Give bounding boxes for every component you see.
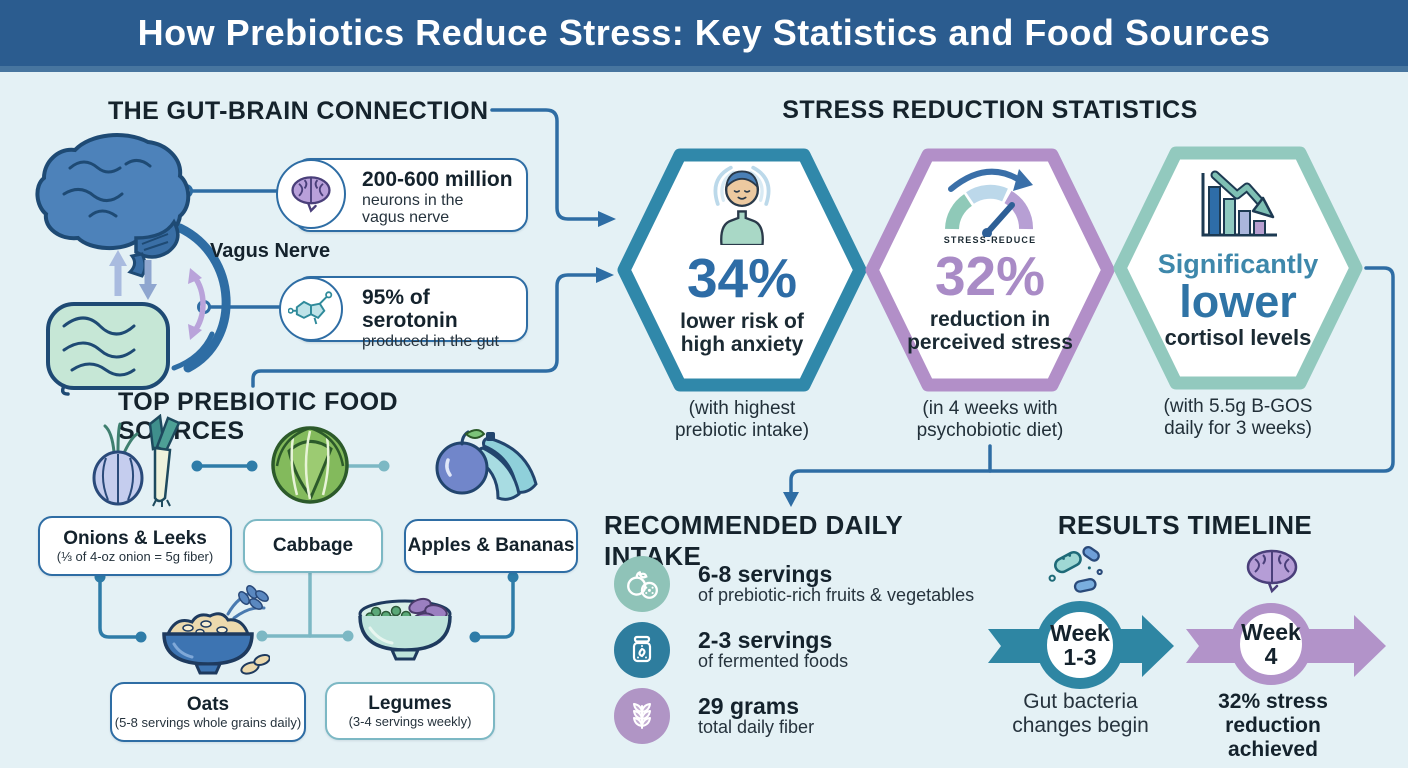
callout-value: 200-600 million — [362, 168, 513, 191]
food-name: Onions & Leeks — [63, 527, 207, 549]
stat-label: cortisol levels — [1164, 325, 1312, 351]
timeline-week-4: Week 4 — [1230, 603, 1312, 685]
timeline-caption-week-1-3: Gut bacteria changes begin — [1012, 690, 1149, 738]
falling-bars-chart-icon — [1201, 170, 1277, 237]
gauge-label: STRESS-REDUCE — [943, 235, 1037, 245]
gut-bacteria-icon — [1048, 545, 1103, 593]
cabbage-icon — [271, 426, 349, 504]
stat-label: reduction in perceived stress — [907, 308, 1073, 355]
stat-caption: (in 4 weeks with psychobiotic diet) — [916, 398, 1064, 441]
brain-icon — [291, 176, 331, 213]
fermented-jar-icon — [632, 635, 652, 663]
intake-desc: of prebiotic-rich fruits & vegetables — [698, 585, 975, 606]
food-label-onions-leeks: Onions & Leeks (⅓ of 4-oz onion = 5g fib… — [38, 516, 232, 576]
callout-desc: neurons in the vagus nerve — [362, 192, 464, 227]
intake-item-fiber: 29 grams total daily fiber — [614, 688, 1054, 744]
hexagon-frame — [865, 148, 1115, 392]
gut-icon — [46, 302, 170, 396]
brain-icon — [35, 133, 191, 278]
stat-value: 32% — [934, 245, 1046, 307]
stat-label: lower risk of high anxiety — [680, 310, 804, 357]
intake-value: 2-3 servings — [698, 627, 833, 654]
hexagon-frame — [617, 148, 867, 392]
serotonin-molecule-icon — [288, 291, 333, 325]
food-label-oats: Oats (5-8 servings whole grains daily) — [110, 682, 306, 742]
food-name: Legumes — [368, 692, 452, 714]
stat-value-top: Significantly — [1157, 249, 1319, 279]
header-banner: How Prebiotics Reduce Stress: Key Statis… — [0, 0, 1408, 72]
fruits-icon — [627, 571, 658, 599]
timeline-heading: RESULTS TIMELINE — [1057, 510, 1313, 540]
stat-value: 34% — [686, 247, 798, 309]
food-name: Oats — [186, 693, 230, 715]
timeline-week-1-3: Week 1-3 — [1036, 601, 1124, 689]
calm-person-icon — [713, 165, 771, 245]
intake-value: 29 grams — [698, 693, 800, 720]
callout-value: 95% of serotonin — [362, 286, 458, 333]
intake-desc: total daily fiber — [698, 717, 815, 738]
onion-leek-icon — [92, 414, 181, 507]
apple-banana-icon — [435, 429, 538, 501]
brain-gut-illustration — [35, 133, 231, 396]
foods-heading: TOP PREBIOTIC FOOD SOURCES — [118, 388, 398, 445]
food-label-apples-bananas: Apples & Bananas — [404, 519, 578, 573]
brain-icon — [1246, 549, 1298, 594]
stats-heading: STRESS REDUCTION STATISTICS — [782, 96, 1198, 124]
intake-value: 6-8 servings — [698, 561, 833, 588]
oats-bowl-icon — [162, 585, 270, 675]
page-title: How Prebiotics Reduce Stress: Key Statis… — [137, 12, 1271, 53]
food-detail: (5-8 servings whole grains daily) — [114, 714, 302, 730]
callout-icon-circle — [276, 159, 346, 229]
vagus-signal-arrow-icon — [188, 268, 206, 340]
hexagon-frame — [1113, 146, 1363, 390]
intake-item-fruits-veg: 6-8 servings of prebiotic-rich fruits & … — [614, 556, 1054, 612]
intake-icon-circle — [614, 688, 670, 744]
wheat-fiber-icon — [633, 703, 651, 729]
food-detail: (⅓ of 4-oz onion = 5g fiber) — [56, 548, 214, 564]
timeline-caption-week-4: 32% stress reduction achieved — [1218, 690, 1328, 762]
callout-icon-circle — [279, 277, 343, 341]
stat-caption: (with highest prebiotic intake) — [674, 398, 810, 441]
intake-icon-circle — [614, 622, 670, 678]
brain-gut-arrows-icon — [109, 250, 157, 300]
food-label-legumes: Legumes (3-4 servings weekly) — [325, 682, 495, 740]
stat-hex-perceived-stress: STRESS-REDUCE 32% reduction in perceived… — [865, 145, 1115, 395]
food-detail: (3-4 servings weekly) — [348, 713, 472, 729]
stat-caption: (with 5.5g B-GOS daily for 3 weeks) — [1163, 396, 1313, 439]
intake-item-fermented: 2-3 servings of fermented foods — [614, 622, 1054, 678]
stat-value-main: lower — [1179, 276, 1297, 327]
vagus-nerve-label: Vagus Nerve — [210, 240, 331, 262]
intake-desc: of fermented foods — [698, 651, 849, 672]
gut-brain-heading: THE GUT-BRAIN CONNECTION — [108, 97, 489, 125]
food-name: Apples & Bananas — [407, 535, 575, 557]
stat-hex-cortisol: Significantly lower cortisol levels — [1113, 143, 1363, 393]
legumes-bowl-icon — [358, 597, 452, 661]
stress-gauge-icon — [945, 168, 1033, 237]
food-label-cabbage: Cabbage — [243, 519, 383, 573]
intake-icon-circle — [614, 556, 670, 612]
stat-hex-anxiety: 34% lower risk of high anxiety — [617, 145, 867, 395]
food-name: Cabbage — [272, 535, 354, 557]
callout-desc: produced in the gut — [362, 333, 499, 351]
